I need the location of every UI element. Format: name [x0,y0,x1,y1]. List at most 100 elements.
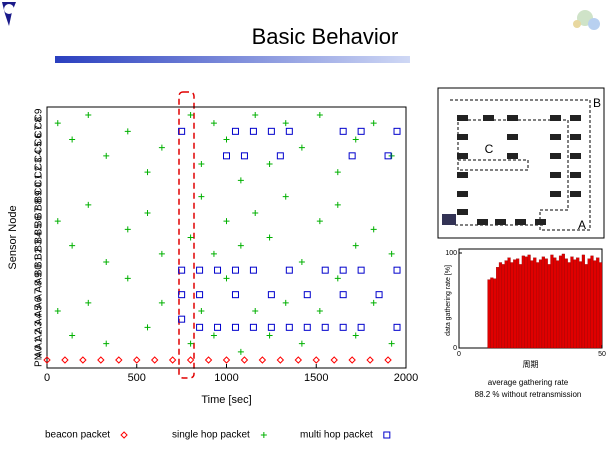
x-tick-label: 2000 [394,372,418,384]
y-axis-label: Sensor Node [7,205,19,269]
sensor-icon [550,115,561,121]
single-hop-point [210,332,217,339]
multi-hop-point [303,323,311,331]
network-diagram: B A C [437,87,605,239]
single-hop-point [158,250,165,257]
bar [558,255,563,349]
bar [524,256,528,349]
bar [570,256,574,349]
single-hop-point [298,340,305,347]
multi-hop-point [178,291,186,299]
sensor-icon [570,153,581,159]
single-hop-point [298,259,305,265]
bar [496,267,500,349]
multi-hop-point [348,152,356,160]
multi-hop-point [393,266,401,274]
bar [550,254,554,349]
single-hop-point [69,332,76,339]
single-hop-point [210,250,217,257]
single-hop-point [144,324,151,331]
logo-hole [4,4,14,14]
beacon-point [115,356,123,364]
x-axis-label: Time [sec] [201,394,251,406]
bar [593,260,597,349]
single-hop-point [282,193,289,200]
y-tick-label: A9 [34,272,45,285]
bar [507,257,511,349]
x-tick-label: 0 [457,351,461,358]
bar [567,262,571,349]
beacon-point [294,356,303,364]
y-tick-label: A4 [34,313,45,326]
sensor-icon [507,134,518,140]
bar [518,264,523,349]
x-tick-label: 1000 [214,372,238,384]
single-hop-point [103,152,110,159]
legend-label: single hop packet [172,430,250,441]
beacon-point [330,356,338,364]
multi-hop-point [249,266,257,274]
x-tick-label: 0 [44,372,50,384]
y-axis-label: data gathering rate [%] [445,265,452,336]
bar [533,257,537,349]
bar [527,254,531,349]
sensor-icon [457,134,468,140]
diagram-label: A [578,218,586,232]
y-tick-label: B8 [34,198,45,211]
sensor-icon [507,153,518,159]
beacon-point [276,356,285,364]
caption: average gathering rate [488,378,569,387]
bar [587,258,591,349]
beacon-point [348,356,356,364]
multi-hop-point [285,127,293,135]
sensor-icon [515,219,526,225]
x-axis-label: 周期 [523,360,539,369]
single-hop-point [252,210,259,216]
multi-hop-point [178,315,186,323]
multi-hop-point [196,291,204,299]
beacon-point [97,356,105,364]
single-hop-point [223,136,230,143]
y-tick-label: B3 [34,239,45,252]
base-station [442,214,456,225]
beacon-point [186,356,195,364]
bar [513,259,517,349]
single-hop-point [223,275,230,282]
bar [490,277,494,349]
y-tick-label: C0 [34,182,45,195]
beacon-point [222,356,231,364]
single-hop-point [388,250,395,257]
multi-hop-point [339,291,347,299]
beacon-point [43,356,51,364]
y-tick-label: B0 [34,264,45,277]
y-tick-label: C5 [34,141,45,154]
y-tick-label: B5 [34,223,45,236]
single-hop-point [237,348,244,355]
y-tick-label: B9 [34,190,45,203]
y-tick-label: C9 [34,108,45,121]
multi-hop-point [267,323,275,331]
multi-hop-point [357,266,365,274]
beacon-point [312,356,320,364]
single-hop-point [124,226,131,233]
bar [530,260,534,349]
single-hop-point [334,201,341,208]
single-hop-point [198,193,205,200]
single-hop-point [334,275,341,282]
single-hop-point [237,242,244,249]
single-hop-point [54,120,61,127]
y-tick-label: A2 [34,329,45,342]
multi-hop-point [196,266,204,274]
multi-hop-point [285,266,293,274]
single-hop-point [198,161,205,167]
single-hop-point [282,120,289,127]
sensor-icon [550,153,561,159]
bar [516,258,520,349]
single-hop-point [252,308,259,314]
bar [553,257,557,349]
beacon-point [366,356,374,364]
y-tick-label: 100 [445,250,457,257]
multi-hop-point [393,323,401,331]
multi-hop-point [223,152,230,160]
